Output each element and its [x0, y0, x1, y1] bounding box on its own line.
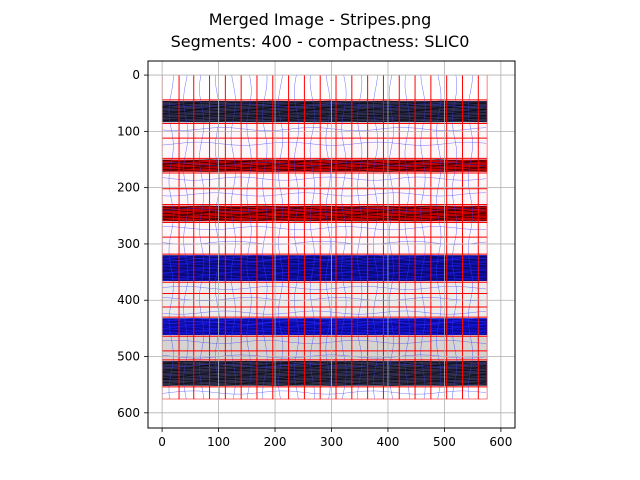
- y-tick-label: 100: [117, 124, 140, 138]
- segment-boundary: [162, 226, 487, 231]
- image-layer: [162, 75, 488, 406]
- segment-boundary: [162, 340, 487, 344]
- stripe-band: [162, 100, 488, 123]
- axis-ticks: 0 100 200 300 400 500 600 0 100 200 300 400 500 600: [117, 68, 512, 449]
- segment-boundary: [162, 103, 487, 108]
- stripe-band: [162, 318, 488, 336]
- segment-boundary: [162, 257, 487, 262]
- segment-boundary: [162, 192, 487, 197]
- x-tick-label: 600: [489, 435, 512, 449]
- segment-boundary: [162, 285, 487, 290]
- segment-boundary: [162, 127, 487, 131]
- y-tick-label: 400: [117, 293, 140, 307]
- stripe-band: [162, 122, 488, 160]
- x-tick-label: 200: [264, 435, 287, 449]
- stripe-band: [162, 221, 488, 256]
- x-tick-label: 400: [377, 435, 400, 449]
- segment-boundary: [162, 240, 487, 245]
- y-tick-label: 0: [132, 68, 140, 82]
- y-tick-label: 300: [117, 237, 140, 251]
- x-tick-label: 500: [433, 435, 456, 449]
- segment-boundary: [162, 176, 487, 181]
- segment-boundary: [162, 310, 487, 315]
- x-tick-label: 300: [320, 435, 343, 449]
- y-tick-label: 200: [117, 181, 140, 195]
- segment-boundary: [162, 320, 487, 325]
- axes-grid: [148, 61, 515, 428]
- segment-boundary: [162, 141, 487, 146]
- segment-boundary: [162, 403, 486, 406]
- y-tick-label: 500: [117, 350, 140, 364]
- segment-boundary: [162, 208, 487, 213]
- x-tick-label: 0: [158, 435, 166, 449]
- chart-title: Merged Image - Stripes.png: [208, 10, 432, 29]
- y-tick-label: 600: [117, 406, 140, 420]
- x-tick-label: 100: [207, 435, 230, 449]
- chart-subtitle: Segments: 400 - compactness: SLIC0: [170, 32, 470, 51]
- segment-boundary: [162, 162, 487, 166]
- segment-boundary: [162, 363, 487, 368]
- segment-boundary: [162, 390, 487, 395]
